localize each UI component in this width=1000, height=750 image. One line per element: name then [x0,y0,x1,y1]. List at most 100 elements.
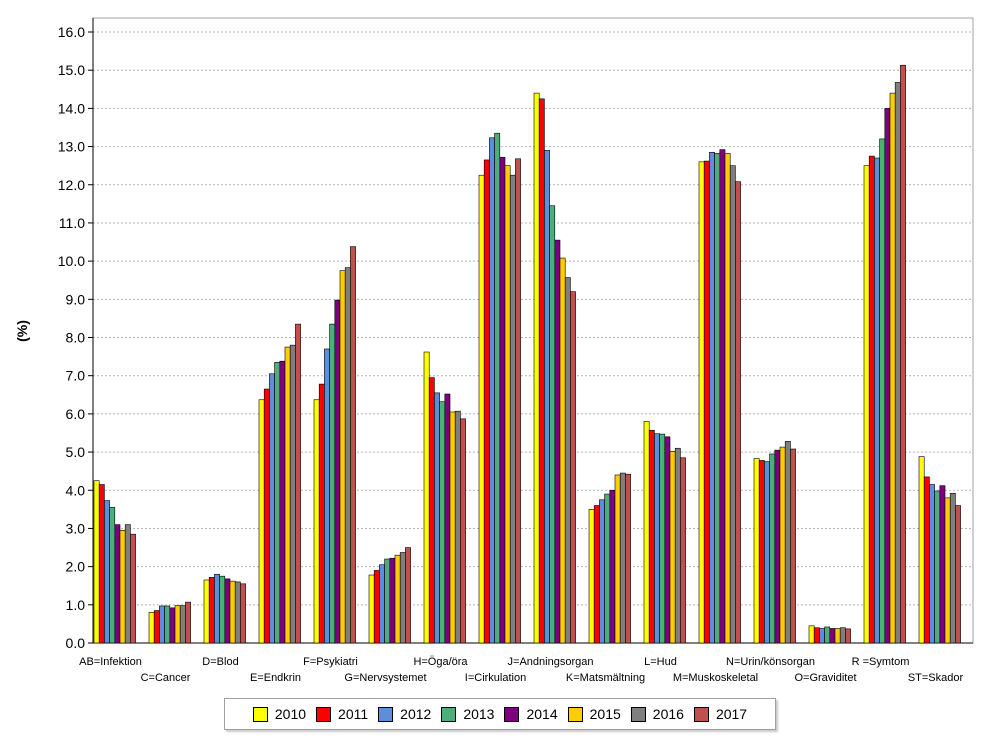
bar-2014-5 [389,557,396,644]
bar-2014-12 [774,449,781,644]
bar-2015-11 [724,153,731,644]
bar-2010-5 [368,574,375,644]
legend-label: 2015 [589,706,621,722]
bar-2012-7 [489,137,495,644]
bar-2013-2 [219,575,226,644]
bar-2011-3 [263,388,270,644]
legend-label: 2013 [463,706,495,722]
bar-2013-15 [934,490,941,644]
bar-2015-4 [339,270,346,644]
bar-2014-6 [444,393,451,644]
bar-2016-15 [949,493,956,644]
bar-2011-6 [428,377,435,644]
bar-2011-1 [153,610,160,644]
bar-2014-1 [169,607,176,644]
bar-2014-2 [224,578,231,644]
legend-item-2012: 2012 [378,706,431,722]
bar-2012-1 [159,605,165,644]
legend-swatch [378,706,394,722]
y-tick-label: 3.0 [66,520,86,536]
bar-2014-3 [279,360,286,644]
y-tick-label: 0.0 [66,635,86,651]
bar-2010-4 [313,399,320,644]
bar-2010-0 [93,480,100,644]
bar-2014-9 [609,489,616,644]
bar-2015-3 [284,346,291,644]
bar-2011-8 [538,98,545,644]
bar-2015-8 [559,257,566,644]
bar-2017-10 [680,457,686,644]
bar-2013-6 [439,401,446,644]
category-label: AB=Infektion [79,656,142,668]
bar-2017-4 [350,246,356,644]
bar-2015-13 [834,628,841,644]
bar-2013-0 [109,507,116,644]
y-tick-label: 11.0 [59,215,85,231]
legend-swatch [567,706,583,722]
bar-2012-9 [599,499,605,644]
legend-item-2017: 2017 [693,706,748,722]
bar-2015-14 [889,92,896,644]
bar-2011-0 [98,484,105,644]
y-tick-label: 5.0 [66,444,86,460]
bar-2017-0 [130,533,136,644]
bar-2011-10 [648,429,655,644]
bar-2017-1 [185,601,191,644]
bar-2016-6 [454,410,461,644]
bar-2010-1 [148,612,155,644]
bar-2015-12 [779,446,786,644]
legend-item-2014: 2014 [504,706,558,722]
bar-2012-2 [214,573,220,644]
legend-item-2015: 2015 [567,706,621,722]
bar-2017-5 [405,547,411,644]
y-tick-label: 8.0 [66,330,86,346]
bar-2017-3 [295,323,301,644]
legend-swatch [504,706,520,722]
bar-2012-12 [764,461,770,644]
bar-2010-10 [643,421,650,644]
bar-2014-14 [884,108,891,644]
bars [93,64,961,644]
bar-2014-13 [829,628,836,644]
bar-2017-12 [790,448,796,644]
bar-2015-10 [669,450,676,644]
category-label: M=Muskoskeletal [673,672,758,684]
y-tick-label: 14.0 [58,100,85,116]
bar-2011-5 [373,570,380,644]
y-tick-label: 9.0 [66,291,86,307]
legend: 2010 2011 2012 2013 2014 2015 2016 2017 [224,698,776,730]
bar-2010-2 [203,579,210,644]
bar-2010-8 [533,92,540,644]
bar-2016-8 [564,277,571,644]
category-label: ST=Skador [908,672,964,684]
legend-swatch [630,706,646,722]
y-tick-label: 6.0 [66,406,86,422]
bar-2014-11 [719,149,726,644]
bar-2011-2 [208,577,215,644]
bar-2010-13 [808,625,815,644]
bar-2012-10 [654,433,660,644]
bar-2012-14 [874,157,880,644]
bar-2012-4 [324,348,330,644]
y-tick-label: 7.0 [66,368,86,384]
bar-2011-4 [318,383,325,644]
bar-2014-7 [499,156,506,644]
bar-2013-8 [549,205,556,644]
y-tick-label: 4.0 [66,482,86,498]
y-tick-label: 1.0 [66,597,86,613]
bar-2013-13 [824,626,831,644]
bar-2016-0 [124,524,131,644]
bar-2011-9 [593,505,600,644]
bar-2017-13 [845,628,851,644]
y-axis-ticks: 0.0 1.0 2.0 3.0 4.0 5.0 6.0 7.0 8.0 9.0 10.0 11.0 12… [58,18,973,651]
bar-2010-11 [698,161,705,644]
legend-label: 2017 [715,706,748,722]
category-label: C=Cancer [141,672,191,684]
legend-label: 2010 [274,706,307,722]
bar-2015-0 [119,530,126,644]
bar-2014-0 [114,524,121,644]
bar-2015-7 [504,165,511,644]
bar-2016-11 [729,165,736,644]
bar-2016-5 [399,552,406,644]
bar-2013-12 [769,453,776,644]
